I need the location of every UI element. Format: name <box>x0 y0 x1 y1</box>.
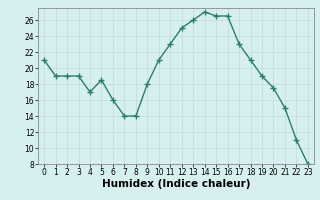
X-axis label: Humidex (Indice chaleur): Humidex (Indice chaleur) <box>102 179 250 189</box>
